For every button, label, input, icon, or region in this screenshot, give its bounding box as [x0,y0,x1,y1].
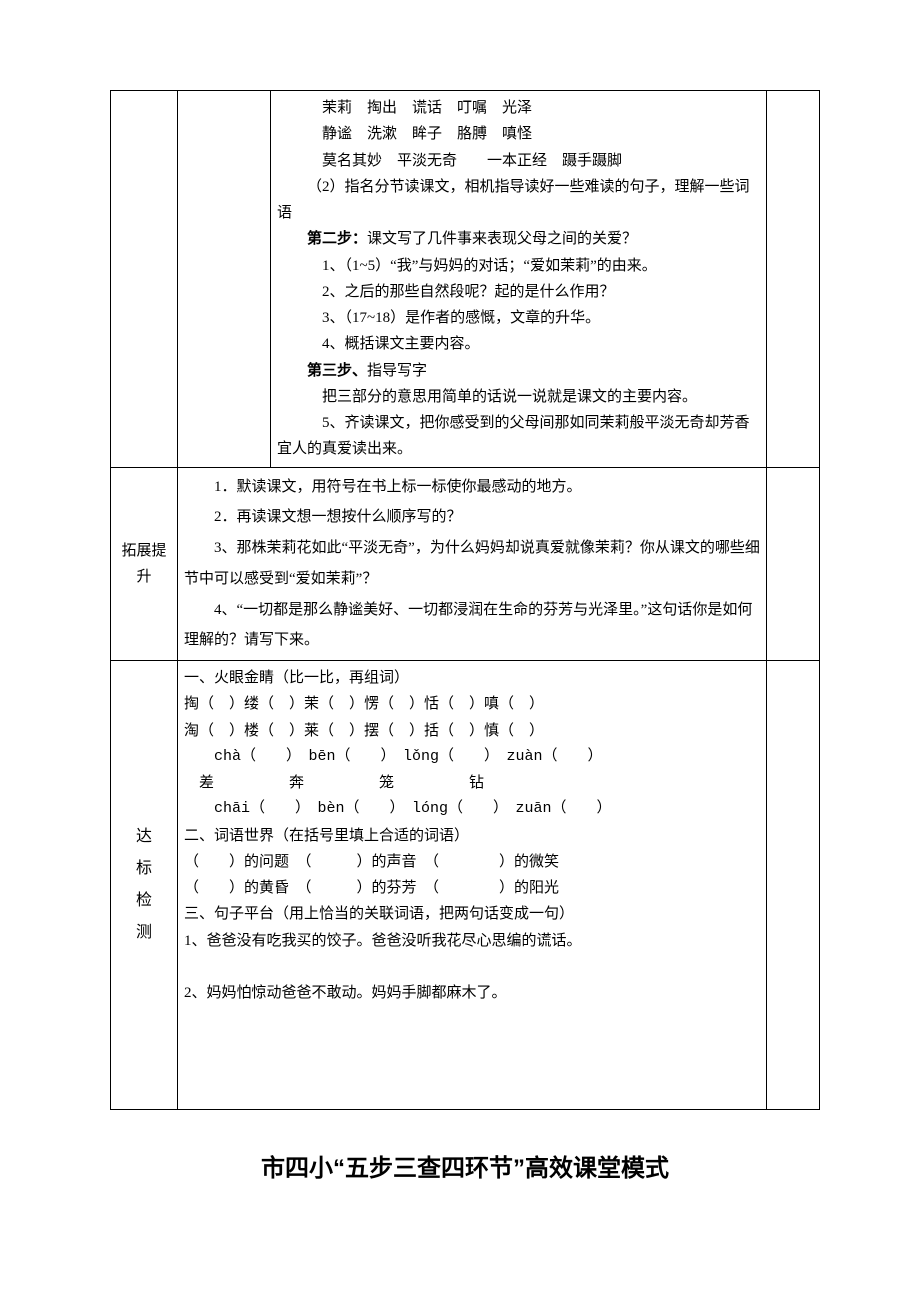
row2-content-cell: 1．默读课文，用符号在书上标一标使你最感动的地方。 2．再读课文想一想按什么顺序… [178,467,767,661]
lesson-table: 茉莉 掏出 谎话 叮嘱 光泽 静谧 洗漱 眸子 胳膊 嗔怪 莫名其妙 平淡无奇 … [110,90,820,1110]
row3-right-cell [767,661,820,1110]
step2-item: 1、（1~5）“我”与妈妈的对话；“爱如茉莉”的由来。 [277,253,760,279]
ex3-line: 1、爸爸没有吃我买的饺子。爸爸没听我花尽心思编的谎话。 [184,928,760,954]
ex1-line: 掏（ ）缕（ ）茉（ ）愣（ ）恬（ ）嗔（ ） [184,691,760,717]
row3-label: 达标检测 [117,821,171,949]
ex3-line: 2、妈妈怕惊动爸爸不敢动。妈妈手脚都麻木了。 [184,980,760,1006]
row1-sub-cell [178,91,271,468]
row2-line: 3、那株茉莉花如此“平淡无奇”，为什么妈妈却说真爱就像茉莉？你从课文的哪些细节中… [184,533,760,595]
ex1-pinyin: chāi（ ） bèn（ ） lóng（ ） zuān（ ） [184,796,760,822]
vocab-line: 静谧 洗漱 眸子 胳膊 嗔怪 [277,121,760,147]
step2-text: 课文写了几件事来表现父母之间的关爱？ [367,231,637,247]
row2-label: 拓展提升 [121,543,166,585]
page: 茉莉 掏出 谎话 叮嘱 光泽 静谧 洗漱 眸子 胳膊 嗔怪 莫名其妙 平淡无奇 … [0,0,920,1223]
vocab-line: 莫名其妙 平淡无奇 一本正经 蹑手蹑脚 [277,148,760,174]
table-row: 达标检测 一、火眼金睛（比一比，再组词） 掏（ ）缕（ ）茉（ ）愣（ ）恬（ … [111,661,820,1110]
step2-item: 4、概括课文主要内容。 [277,331,760,357]
ex1-pinyin: chà（ ） bēn（ ） lǒng（ ） zuàn（ ） [184,744,760,770]
row2-label-cell: 拓展提升 [111,467,178,661]
step3-label: 第三步、 [307,363,367,379]
row2-line: 4、“一切都是那么静谧美好、一切都浸润在生命的芬芳与光泽里。”这句话你是如何理解… [184,595,760,657]
step3-item: 把三部分的意思用简单的话说一说就是课文的主要内容。 [277,384,760,410]
step2-label: 第二步： [307,231,367,247]
ex1-title: 一、火眼金睛（比一比，再组词） [184,665,760,691]
step2-line: 第二步：课文写了几件事来表现父母之间的关爱？ [277,226,760,252]
ex1-hanzi: 差 奔 笼 钻 [184,770,760,796]
row2-right-cell [767,467,820,661]
row3-content-cell: 一、火眼金睛（比一比，再组词） 掏（ ）缕（ ）茉（ ）愣（ ）恬（ ）嗔（ ）… [178,661,767,1110]
ex1-line: 淘（ ）楼（ ）莱（ ）摆（ ）括（ ）慎（ ） [184,718,760,744]
row1-label-cell [111,91,178,468]
ex3-title: 三、句子平台（用上恰当的关联词语，把两句话变成一句） [184,901,760,927]
row1-right-cell [767,91,820,468]
ex2-line: （ ）的问题 （ ）的声音 （ ）的微笑 [184,849,760,875]
table-row: 拓展提升 1．默读课文，用符号在书上标一标使你最感动的地方。 2．再读课文想一想… [111,467,820,661]
step3-item: 5、齐读课文，把你感受到的父母间那如同茉莉般平淡无奇却芳香宜人的真爱读出来。 [277,410,760,463]
step3-text: 指导写字 [367,363,427,379]
vocab-line: 茉莉 掏出 谎话 叮嘱 光泽 [277,95,760,121]
row2-line: 1．默读课文，用符号在书上标一标使你最感动的地方。 [184,472,760,503]
row2-line: 2．再读课文想一想按什么顺序写的？ [184,502,760,533]
instruction-line: （2）指名分节读课文，相机指导读好一些难读的句子，理解一些词语 [277,174,760,227]
table-row: 茉莉 掏出 谎话 叮嘱 光泽 静谧 洗漱 眸子 胳膊 嗔怪 莫名其妙 平淡无奇 … [111,91,820,468]
step2-item: 2、之后的那些自然段呢？起的是什么作用？ [277,279,760,305]
ex2-title: 二、词语世界（在括号里填上合适的词语） [184,823,760,849]
step3-line: 第三步、指导写字 [277,358,760,384]
row3-label-cell: 达标检测 [111,661,178,1110]
row1-content-cell: 茉莉 掏出 谎话 叮嘱 光泽 静谧 洗漱 眸子 胳膊 嗔怪 莫名其妙 平淡无奇 … [271,91,767,468]
footer-title: 市四小“五步三查四环节”高效课堂模式 [110,1148,820,1183]
step2-item: 3、（17~18）是作者的感慨，文章的升华。 [277,305,760,331]
ex2-line: （ ）的黄昏 （ ）的芬芳 （ ）的阳光 [184,875,760,901]
